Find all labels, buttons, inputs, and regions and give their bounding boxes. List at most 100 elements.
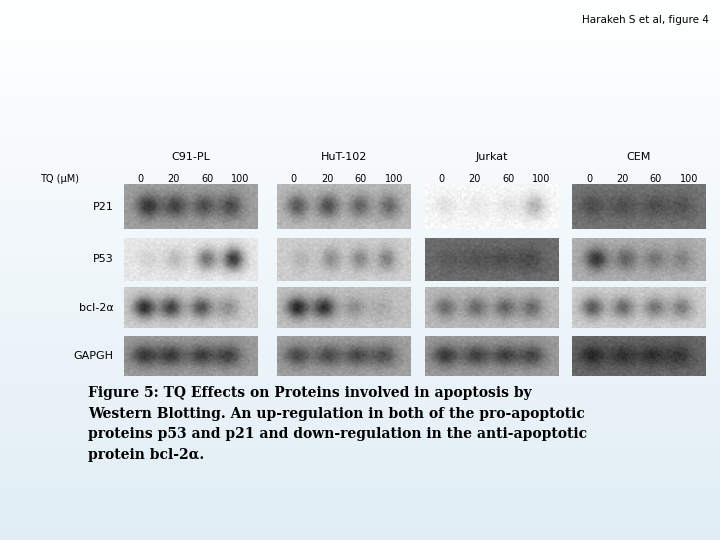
Bar [0,32,720,35]
Bar [0,176,720,178]
Bar [0,505,720,508]
Text: P21: P21 [93,201,114,212]
Text: 0: 0 [586,174,592,184]
Bar [0,478,720,481]
Bar [0,486,720,489]
Bar [0,300,720,302]
Bar [0,140,720,143]
Bar [0,22,720,24]
Bar [0,489,720,491]
Bar [0,130,720,132]
Bar [0,351,720,354]
Bar [0,464,720,467]
Text: 20: 20 [321,174,333,184]
Text: 100: 100 [384,174,403,184]
Bar [0,143,720,146]
Bar [0,202,720,205]
Bar [0,97,720,100]
Text: 0: 0 [438,174,444,184]
Bar [0,451,720,454]
Bar [0,491,720,494]
Bar [0,197,720,200]
Bar [0,267,720,270]
Bar [0,521,720,524]
Bar [0,76,720,78]
Bar [0,532,720,535]
Bar [0,389,720,392]
Bar [0,251,720,254]
Bar [0,54,720,57]
Bar [0,186,720,189]
Bar [0,518,720,521]
Bar [0,381,720,383]
Text: C91-PL: C91-PL [171,152,210,162]
Bar [0,292,720,294]
Bar [0,16,720,19]
Bar [0,173,720,176]
Bar [0,454,720,456]
Bar [0,219,720,221]
Bar [0,443,720,445]
Bar [0,497,720,500]
Bar [0,343,720,346]
Bar [0,5,720,8]
Bar [0,243,720,246]
Text: bcl-2α: bcl-2α [79,302,114,313]
Bar [0,286,720,289]
Bar [0,359,720,362]
Bar [0,167,720,170]
Bar [0,278,720,281]
Bar [0,338,720,340]
Bar [0,467,720,470]
Bar [0,205,720,208]
Bar [0,456,720,459]
Bar [0,57,720,59]
Bar [0,470,720,472]
Bar [0,462,720,464]
Text: 0: 0 [291,174,297,184]
Bar [0,132,720,135]
Bar [0,386,720,389]
Bar [0,332,720,335]
Bar [0,392,720,394]
Bar [0,410,720,413]
Bar [0,373,720,375]
Bar [0,494,720,497]
Bar [0,259,720,262]
Bar [0,435,720,437]
Bar [0,46,720,49]
Bar [0,362,720,364]
Text: Harakeh S et al, figure 4: Harakeh S et al, figure 4 [582,15,709,25]
Bar [0,472,720,475]
Bar [0,421,720,424]
Bar [0,0,720,3]
Bar [0,235,720,238]
Text: 20: 20 [469,174,481,184]
Text: 0: 0 [138,174,143,184]
Bar [0,170,720,173]
Bar [0,427,720,429]
Bar [0,105,720,108]
Bar [0,35,720,38]
Bar [0,370,720,373]
Bar [0,208,720,211]
Bar [0,124,720,127]
Bar [0,86,720,89]
Text: TQ (μM): TQ (μM) [40,174,78,184]
Bar [0,246,720,248]
Bar [0,537,720,540]
Bar [0,111,720,113]
Bar [0,165,720,167]
Bar [0,221,720,224]
Bar [0,273,720,275]
Bar [0,481,720,483]
Bar [0,78,720,81]
Bar [0,329,720,332]
Bar [0,402,720,405]
Bar [0,116,720,119]
Bar [0,94,720,97]
Bar [0,200,720,202]
Bar [0,8,720,11]
Bar [0,81,720,84]
Bar [0,211,720,213]
